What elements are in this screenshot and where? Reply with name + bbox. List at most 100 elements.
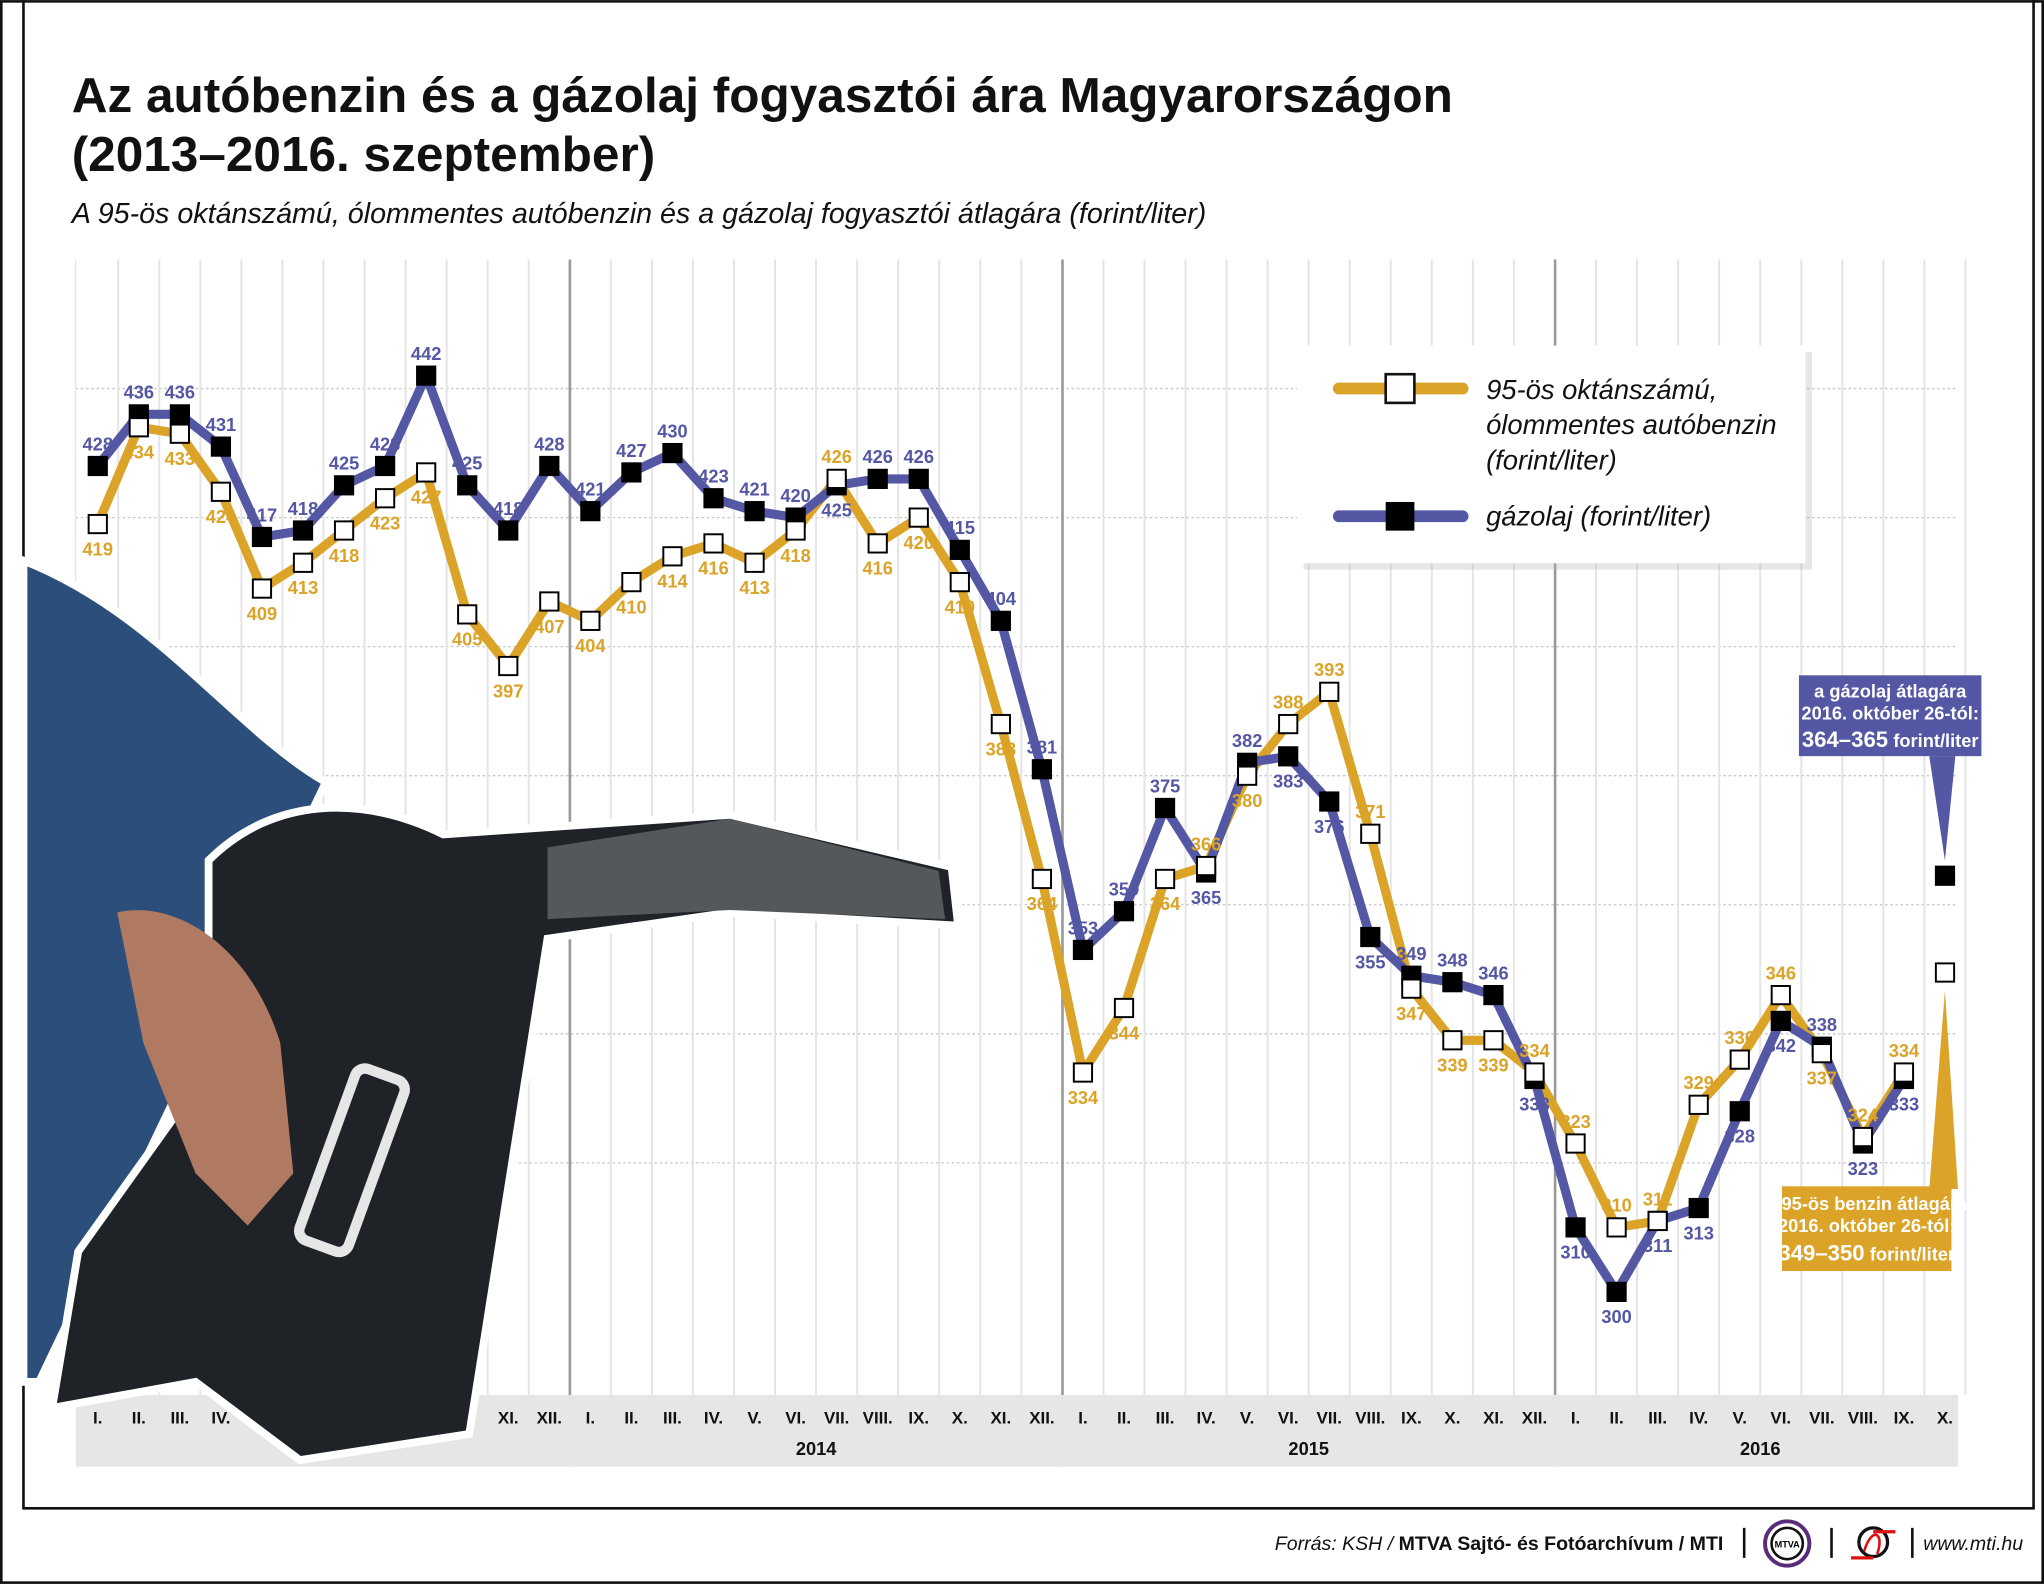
benzin-data-label: 426 — [821, 446, 851, 467]
benzin-callout-value-line: 349–350 forint/liter — [1778, 1241, 1955, 1266]
benzin-callout: a 95-ös benzin átlagára 2016. október 26… — [1766, 990, 1968, 1272]
gazolaj-callout-line-1: a gázolaj átlagára — [1814, 680, 1967, 701]
gazolaj-data-label: 427 — [616, 440, 646, 461]
gazolaj-callout: a gázolaj átlagára 2016. október 26-tól:… — [1798, 675, 1982, 861]
gazolaj-data-label: 436 — [165, 382, 195, 403]
gazolaj-data-label: 338 — [1807, 1014, 1837, 1035]
gazolaj-point — [457, 475, 478, 496]
gazolaj-data-label: 300 — [1601, 1306, 1631, 1327]
benzin-data-label: 347 — [1396, 1003, 1426, 1024]
gazolaj-data-label: 346 — [1478, 962, 1508, 983]
gazolaj-data-label: 418 — [493, 498, 523, 519]
gazolaj-point — [1154, 797, 1176, 819]
month-label: V. — [747, 1409, 761, 1428]
month-label: VII. — [1809, 1409, 1834, 1428]
benzin-point — [1770, 984, 1791, 1006]
gazolaj-point — [1442, 972, 1463, 993]
benzin-point — [1524, 1062, 1545, 1083]
month-label: VI. — [785, 1409, 806, 1428]
title-line-1: Az autóbenzin és a gázolaj fogyasztói ár… — [72, 68, 1453, 123]
benzin-point — [1401, 978, 1422, 999]
gazolaj-data-label: 415 — [945, 517, 975, 538]
month-label: I. — [1078, 1409, 1087, 1428]
gazolaj-data-label: 359 — [1109, 879, 1139, 900]
benzin-point — [1442, 1030, 1463, 1051]
benzin-data-label: 334 — [1068, 1087, 1099, 1108]
benzin-data-label: 423 — [370, 513, 400, 534]
benzin-data-label: 329 — [1683, 1072, 1713, 1093]
benzin-point — [908, 507, 929, 528]
gazolaj-data-label: 428 — [534, 433, 564, 454]
benzin-data-label: 336 — [1725, 1027, 1755, 1048]
gazolaj-point — [1770, 1010, 1791, 1032]
month-label: IX. — [908, 1409, 929, 1428]
benzin-callout-unit: forint/liter — [1870, 1244, 1955, 1265]
gazolaj-data-label: 418 — [288, 498, 318, 519]
gazolaj-data-label: 349 — [1396, 943, 1426, 964]
gazolaj-point — [867, 468, 888, 489]
benzin-point — [1113, 997, 1135, 1019]
gazolaj-data-label: 425 — [329, 453, 359, 474]
benzin-point — [1072, 1062, 1094, 1083]
subtitle: A 95-ös oktánszámú, ólommentes autóbenzi… — [70, 198, 1207, 230]
benzin-point — [498, 655, 519, 677]
gazolaj-callout-value: 364–365 — [1802, 727, 1888, 752]
benzin-data-label: 424 — [206, 506, 237, 527]
gazolaj-data-label: 431 — [206, 414, 236, 435]
gazolaj-point — [662, 442, 683, 464]
gazolaj-data-label: 313 — [1683, 1222, 1713, 1243]
month-label: XI. — [990, 1409, 1011, 1428]
benzin-data-label: 418 — [780, 545, 810, 566]
month-label: III. — [663, 1409, 682, 1428]
fuel-nozzle-photo — [19, 554, 963, 1465]
benzin-data-label: 419 — [83, 538, 113, 559]
gazolaj-data-label: 348 — [1437, 950, 1467, 971]
year-label-2015: 2015 — [1288, 1438, 1329, 1459]
month-label: IV. — [211, 1409, 230, 1428]
gazolaj-data-label: 353 — [1068, 917, 1098, 938]
gazolaj-callout-unit: forint/liter — [1893, 730, 1978, 751]
benzin-data-label: 433 — [165, 448, 195, 469]
gazolaj-data-label: 428 — [370, 433, 400, 454]
benzin-data-label: 414 — [657, 571, 688, 592]
benzin-point — [1811, 1043, 1832, 1064]
benzin-data-label: 397 — [493, 680, 523, 701]
month-label: II. — [1610, 1409, 1624, 1428]
gazolaj-data-label: 430 — [657, 420, 687, 441]
benzin-point — [1565, 1133, 1586, 1154]
gazolaj-callout-line-2: 2016. október 26-tól: — [1801, 703, 1978, 724]
legend-benzin-label-3: (forint/liter) — [1486, 444, 1617, 475]
month-label: X. — [952, 1409, 968, 1428]
gazolaj-data-label: 342 — [1766, 1035, 1796, 1056]
gazolaj-point — [375, 455, 396, 477]
month-label: VII. — [824, 1409, 849, 1428]
benzin-data-label: 404 — [575, 635, 606, 656]
benzin-point — [580, 610, 601, 631]
benzin-point — [1606, 1217, 1627, 1238]
month-label: XII. — [1522, 1409, 1547, 1428]
legend-benzin-label-1: 95-ös oktánszámú, — [1486, 374, 1717, 405]
footer: Forrás: KSH / MTVA Sajtó- és Fotóarchívu… — [1275, 1519, 2023, 1568]
month-label: II. — [624, 1409, 638, 1428]
month-label: VI. — [1770, 1409, 1791, 1428]
benzin-data-label: 366 — [1191, 833, 1221, 854]
benzin-point — [1237, 765, 1258, 786]
source-text: Forrás: KSH / MTVA Sajtó- és Fotóarchívu… — [1275, 1533, 1724, 1555]
month-label: III. — [1648, 1409, 1667, 1428]
benzin-point — [210, 481, 232, 502]
year-label-2016: 2016 — [1740, 1438, 1781, 1459]
benzin-data-label: 323 — [1560, 1111, 1590, 1132]
benzin-data-label: 334 — [1519, 1040, 1550, 1061]
benzin-data-label: 310 — [1601, 1195, 1631, 1216]
gazolaj-point — [498, 520, 519, 541]
benzin-callout-value: 349–350 — [1778, 1241, 1864, 1266]
gazolaj-data-label: 328 — [1725, 1126, 1755, 1147]
source-bold: MTVA Sajtó- és Fotóarchívum / MTI — [1399, 1533, 1724, 1555]
benzin-data-label: 324 — [1848, 1104, 1879, 1125]
benzin-data-label: 380 — [1232, 790, 1262, 811]
legend-benzin-label-2: ólommentes autóbenzin — [1486, 409, 1777, 440]
benzin-point — [1647, 1210, 1668, 1232]
gazolaj-point — [1688, 1197, 1709, 1219]
month-label: IV. — [1197, 1409, 1216, 1428]
benzin-data-label: 407 — [534, 616, 564, 637]
